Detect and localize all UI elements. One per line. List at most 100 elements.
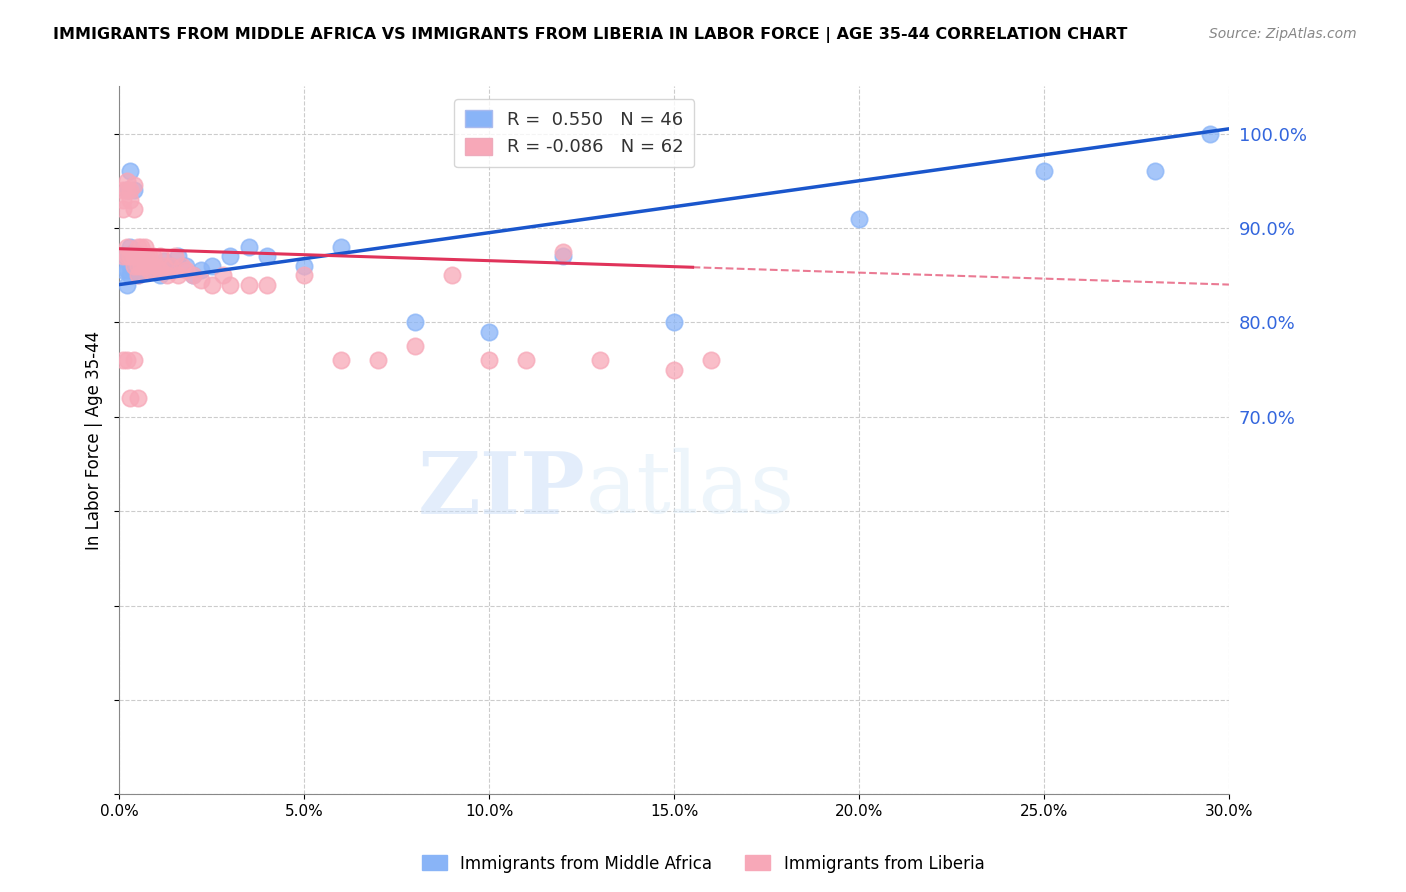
Point [211,268,233,282]
Point [131,249,153,263]
Point [127,391,149,405]
Point [127,259,149,273]
Point [142,249,165,263]
Point [160,259,183,273]
Text: ZIP: ZIP [418,448,585,532]
Point [149,249,172,263]
Point [134,259,156,273]
Point [142,263,165,277]
Point [181,268,204,282]
Text: IMMIGRANTS FROM MIDDLE AFRICA VS IMMIGRANTS FROM LIBERIA IN LABOR FORCE | AGE 35: IMMIGRANTS FROM MIDDLE AFRICA VS IMMIGRA… [53,27,1128,43]
Point [134,249,156,263]
Point [152,259,174,273]
Point [201,259,224,273]
Point [404,339,426,353]
Point [553,244,575,259]
Point [367,353,389,368]
Point [131,240,153,254]
Point [700,353,723,368]
Point [404,315,426,329]
Point [122,183,145,197]
Point [330,353,353,368]
Point [122,259,145,273]
Point [238,277,260,292]
Point [149,268,172,282]
Point [138,249,160,263]
Point [127,268,149,282]
Point [122,254,145,268]
Point [120,164,142,178]
Point [292,268,315,282]
Point [238,240,260,254]
Point [138,254,160,268]
Point [160,259,183,273]
Point [111,193,134,207]
Point [134,249,156,263]
Point [115,353,138,368]
Point [120,240,142,254]
Point [662,315,685,329]
Point [134,259,156,273]
Text: Source: ZipAtlas.com: Source: ZipAtlas.com [1209,27,1357,41]
Point [201,277,224,292]
Point [127,240,149,254]
Point [1033,164,1056,178]
Point [115,277,138,292]
Point [122,353,145,368]
Point [478,353,501,368]
Point [127,249,149,263]
Point [848,211,870,226]
Point [441,268,464,282]
Point [120,193,142,207]
Point [120,259,142,273]
Point [127,268,149,282]
Point [115,174,138,188]
Point [111,263,134,277]
Point [120,391,142,405]
Point [219,277,242,292]
Point [330,240,353,254]
Point [111,202,134,216]
Point [181,268,204,282]
Point [145,259,167,273]
Point [662,362,685,376]
Point [111,249,134,263]
Point [152,254,174,268]
Point [292,259,315,273]
Point [115,249,138,263]
Point [156,268,179,282]
Point [515,353,537,368]
Point [115,249,138,263]
Point [127,259,149,273]
Point [174,263,197,277]
Point [172,259,194,273]
Point [122,244,145,259]
Point [131,249,153,263]
Point [127,249,149,263]
Point [167,249,190,263]
Point [553,249,575,263]
Point [219,249,242,263]
Point [122,178,145,193]
Point [122,249,145,263]
Point [115,183,138,197]
Point [131,263,153,277]
Point [149,263,172,277]
Point [111,249,134,263]
Point [120,249,142,263]
Point [1143,164,1166,178]
Point [122,202,145,216]
Point [138,263,160,277]
Point [163,249,186,263]
Point [120,249,142,263]
Point [120,268,142,282]
Point [115,240,138,254]
Point [142,263,165,277]
Point [174,259,197,273]
Point [589,353,612,368]
Legend: R =  0.550   N = 46, R = -0.086   N = 62: R = 0.550 N = 46, R = -0.086 N = 62 [454,99,695,167]
Point [122,263,145,277]
Point [111,353,134,368]
Point [256,249,278,263]
Point [1199,127,1222,141]
